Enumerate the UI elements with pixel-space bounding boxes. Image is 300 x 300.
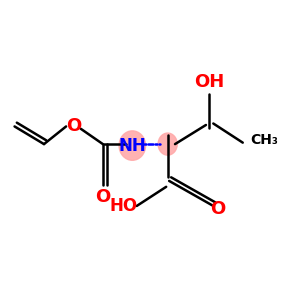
Text: OH: OH xyxy=(194,73,224,91)
Text: O: O xyxy=(66,117,81,135)
Text: O: O xyxy=(95,188,110,206)
Text: NH: NH xyxy=(118,136,146,154)
Ellipse shape xyxy=(158,133,177,155)
Text: CH₃: CH₃ xyxy=(251,133,279,147)
Ellipse shape xyxy=(119,131,146,160)
Text: HO: HO xyxy=(110,197,138,215)
Text: O: O xyxy=(210,200,225,218)
